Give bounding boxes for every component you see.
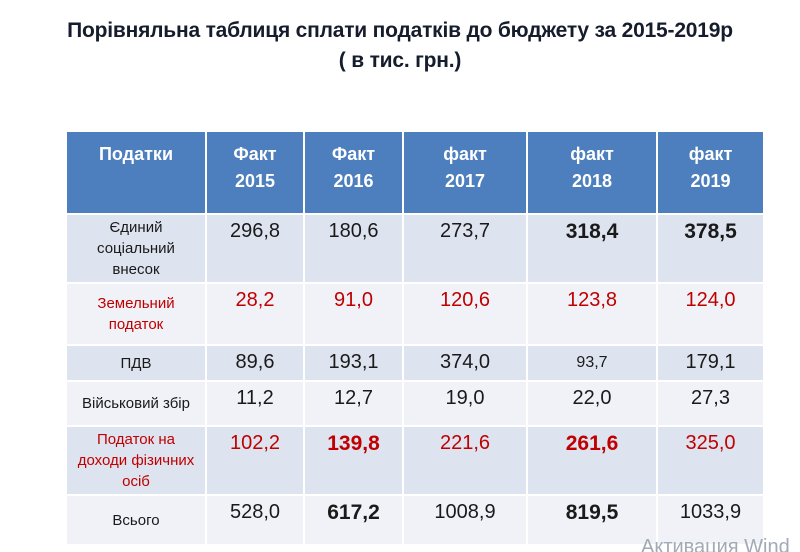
column-header-1: Факт 2015 <box>205 130 305 215</box>
windows-activation-watermark: Активация Wind <box>641 536 790 552</box>
value-cell-r3-c0: 11,2 <box>205 380 305 427</box>
value-cell-r0-c4: 378,5 <box>656 213 765 284</box>
table-row-5: Всього 528,0 617,2 1008,9 819,5 1033,9 <box>65 494 765 546</box>
row-label-5: Всього <box>65 494 207 546</box>
row-label-1: Земельний податок <box>65 282 207 346</box>
value-cell-r3-c2: 19,0 <box>402 380 528 427</box>
value-cell-r3-c3: 22,0 <box>526 380 658 427</box>
value-cell-r5-c3: 819,5 <box>526 494 658 546</box>
row-label-4: Податок на доходи фізичних осіб <box>65 425 207 496</box>
column-header-0: Податки <box>65 130 207 215</box>
column-header-4: факт 2018 <box>526 130 658 215</box>
value-cell-r1-c1: 91,0 <box>303 282 404 346</box>
table-row-3: Військовий збір 11,2 12,7 19,0 22,0 27,3 <box>65 380 765 427</box>
slide-title-line2: ( в тис. грн.) <box>338 49 462 72</box>
value-cell-r0-c3: 318,4 <box>526 213 658 284</box>
value-cell-r2-c3: 93,7 <box>526 344 658 382</box>
table-row-4: Податок на доходи фізичних осіб 102,2 139,… <box>65 425 765 496</box>
value-cell-r4-c3: 261,6 <box>526 425 658 496</box>
table-row-0: Єдиний соціальний внесок 296,8 180,6 273,7 3… <box>65 213 765 284</box>
value-cell-r3-c4: 27,3 <box>656 380 765 427</box>
row-label-2: ПДВ <box>65 344 207 382</box>
row-label-3: Військовий збір <box>65 380 207 427</box>
value-cell-r1-c3: 123,8 <box>526 282 658 346</box>
value-cell-r1-c0: 28,2 <box>205 282 305 346</box>
value-cell-r0-c1: 180,6 <box>303 213 404 284</box>
table-row-1: Земельний податок 28,2 91,0 120,6 123,8 124,0 <box>65 282 765 346</box>
table-row-2: ПДВ 89,6 193,1 374,0 93,7 179,1 <box>65 344 765 382</box>
value-cell-r1-c2: 120,6 <box>402 282 528 346</box>
tax-table: Податки Факт 2015 Факт 2016 факт 2017 факт 2018 ф… <box>65 130 765 546</box>
value-cell-r0-c0: 296,8 <box>205 213 305 284</box>
value-cell-r3-c1: 12,7 <box>303 380 404 427</box>
value-cell-r5-c2: 1008,9 <box>402 494 528 546</box>
value-cell-r5-c4: 1033,9 <box>656 494 765 546</box>
value-cell-r1-c4: 124,0 <box>656 282 765 346</box>
value-cell-r5-c1: 617,2 <box>303 494 404 546</box>
value-cell-r5-c0: 528,0 <box>205 494 305 546</box>
value-cell-r2-c0: 89,6 <box>205 344 305 382</box>
row-label-0: Єдиний соціальний внесок <box>65 213 207 284</box>
column-header-5: факт 2019 <box>656 130 765 215</box>
value-cell-r2-c4: 179,1 <box>656 344 765 382</box>
column-header-3: факт 2017 <box>402 130 528 215</box>
value-cell-r4-c2: 221,6 <box>402 425 528 496</box>
value-cell-r4-c1: 139,8 <box>303 425 404 496</box>
value-cell-r2-c1: 193,1 <box>303 344 404 382</box>
value-cell-r2-c2: 374,0 <box>402 344 528 382</box>
value-cell-r4-c0: 102,2 <box>205 425 305 496</box>
value-cell-r0-c2: 273,7 <box>402 213 528 284</box>
column-header-2: Факт 2016 <box>303 130 404 215</box>
slide-title-line1: Порівняльна таблиця сплати податків до б… <box>67 19 733 42</box>
slide-title: Порівняльна таблиця сплати податків до б… <box>0 16 800 76</box>
value-cell-r4-c4: 325,0 <box>656 425 765 496</box>
